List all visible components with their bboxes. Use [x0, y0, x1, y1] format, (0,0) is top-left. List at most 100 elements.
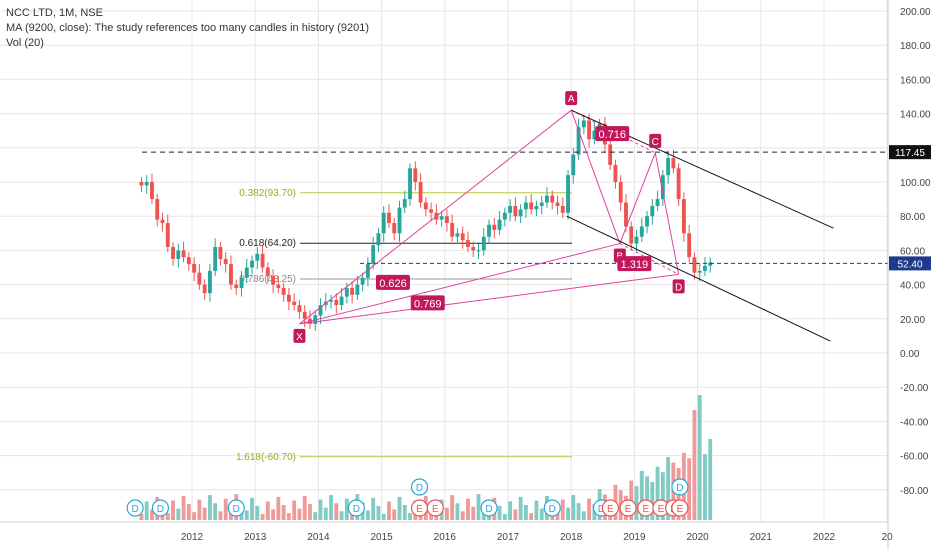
volume-bar [139, 514, 144, 520]
volume-bar [471, 506, 476, 520]
volume-bar [529, 513, 534, 520]
event-marker-label: E [416, 504, 423, 515]
volume-bar [202, 507, 207, 520]
candle-body [144, 182, 149, 186]
volume-bar [697, 395, 702, 520]
candle-body [581, 120, 586, 128]
candle-body [697, 270, 702, 273]
candle-body [213, 246, 218, 271]
candle-body [624, 202, 628, 227]
volume-bar [218, 511, 223, 520]
candle-body [339, 296, 344, 306]
volume-bar [460, 511, 465, 520]
candle-body [255, 253, 260, 261]
candle-body [387, 212, 391, 224]
price-tag-bg [889, 256, 931, 271]
ratio-label-bg [595, 126, 630, 142]
candle-body [481, 236, 486, 251]
candle-body [429, 209, 434, 213]
candle-body [676, 168, 681, 200]
candles [139, 113, 713, 331]
volume-bar [634, 486, 639, 520]
candle-body [576, 127, 581, 155]
volume-bar [645, 476, 649, 520]
volume-bar [181, 496, 186, 520]
candle-body [171, 246, 175, 259]
price-axis: 200.00180.00160.00140.00120.00100.0080.0… [887, 0, 931, 550]
event-marker-circle [671, 499, 689, 517]
candle-body [223, 258, 228, 265]
event-marker-circle [480, 499, 498, 517]
event-marker-circle [126, 499, 144, 517]
pattern-leg-bd [619, 243, 679, 275]
candle-body [639, 226, 644, 237]
candle-body [139, 182, 144, 186]
ratio-label: 0.626 [379, 278, 407, 290]
fib-level-label: 1.618(-60.70) [236, 452, 296, 463]
candle-body [176, 250, 181, 259]
volume-bar [566, 507, 570, 520]
event-marker-circle [619, 499, 637, 517]
candle-body [660, 175, 665, 200]
volume-bar [692, 410, 697, 520]
time-tick-label: 2021 [750, 532, 773, 543]
volume-bar [476, 494, 481, 520]
candle-body [276, 284, 281, 289]
price-tick-label: 20.00 [900, 315, 925, 326]
time-tick-label: 2022 [813, 532, 836, 543]
pattern-point-label: C [652, 137, 659, 148]
candle-body [629, 226, 634, 244]
candle-body [334, 299, 339, 306]
time-tick-label: 2015 [370, 532, 393, 543]
candle-body [513, 205, 518, 217]
candle-body [613, 164, 618, 182]
volume-bar [444, 507, 449, 520]
candle-body [376, 233, 381, 246]
candle-body [539, 202, 544, 206]
volume-bar [176, 508, 181, 520]
pattern-point-label: D [675, 282, 682, 293]
volume-bar [186, 504, 191, 520]
event-marker-label: D [676, 483, 683, 494]
pattern-point-label: A [568, 94, 575, 105]
event-marker-label: D [416, 483, 423, 494]
channel-line [566, 215, 831, 342]
candle-body [244, 267, 249, 278]
candle-body [529, 202, 534, 210]
volume-bar [192, 512, 197, 520]
time-tick-label: 2014 [307, 532, 330, 543]
volume-bar [271, 509, 276, 520]
price-tick-label: 40.00 [900, 281, 925, 292]
candle-body [392, 223, 397, 234]
candle-body [260, 253, 265, 268]
pattern-point-label: X [296, 332, 303, 343]
volume-bar [292, 500, 297, 520]
volume-bar [207, 495, 212, 520]
candle-body [545, 195, 549, 203]
candle-body [302, 311, 307, 319]
volume-bar [313, 512, 318, 520]
candle-body [234, 284, 239, 289]
price-tick-label: 80.00 [900, 212, 925, 223]
candle-body [655, 199, 660, 206]
volume-bar [408, 513, 412, 520]
candle-body [502, 212, 507, 220]
volume-bar [571, 495, 576, 520]
candle-body [666, 158, 671, 176]
candle-body [218, 246, 223, 259]
ratio-label: 0.716 [599, 129, 627, 141]
ratio-label: 1.319 [621, 259, 649, 271]
volume-bar [523, 505, 528, 520]
candle-body [160, 219, 165, 224]
candle-body [523, 202, 528, 210]
candle-body [634, 236, 639, 244]
candle-body [418, 182, 423, 203]
pattern-leg-xb [299, 243, 620, 325]
candle-body [286, 294, 291, 302]
time-tick-label: 2020 [686, 532, 709, 543]
volume-bar [329, 495, 333, 520]
volume-bar [213, 503, 218, 520]
